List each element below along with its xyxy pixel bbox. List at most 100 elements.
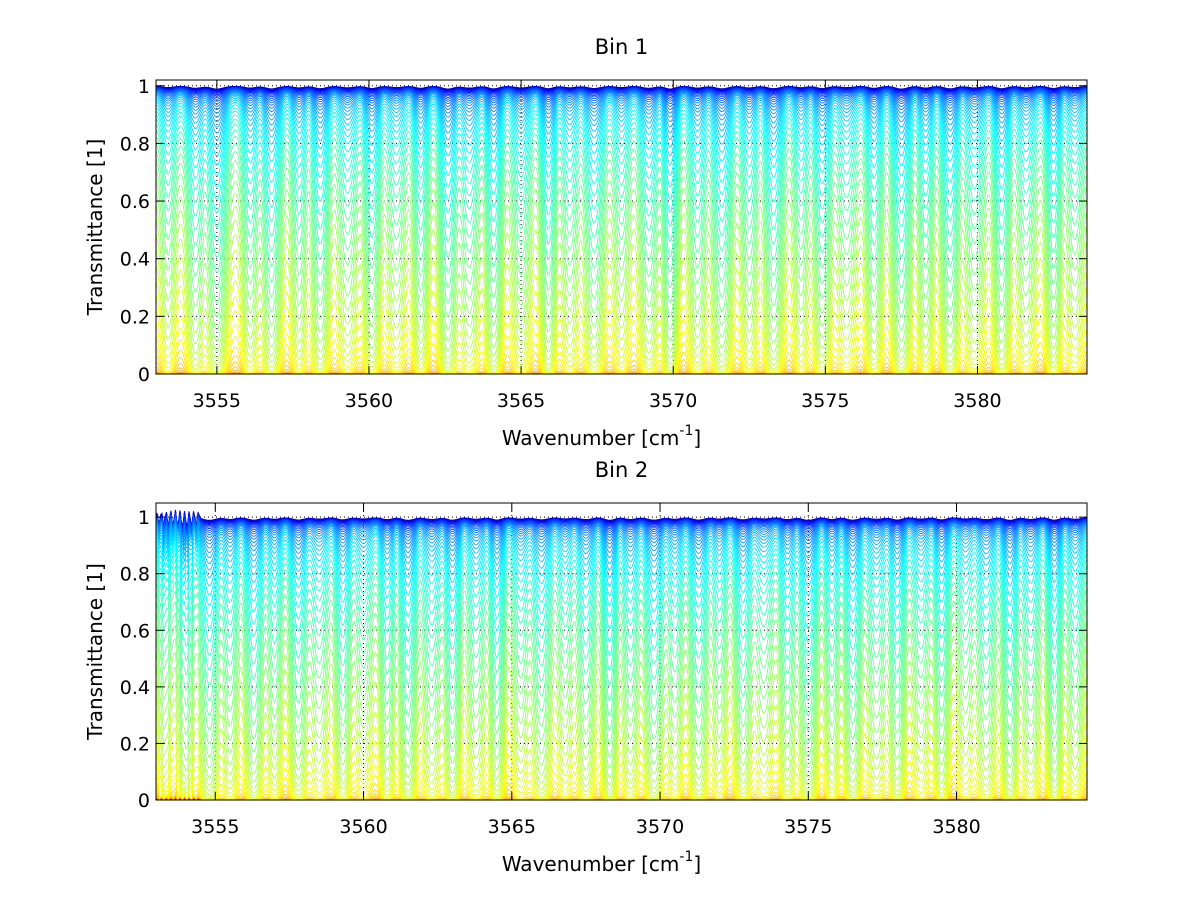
series-line-22 xyxy=(156,99,1087,148)
y-tick-label: 0.8 xyxy=(120,133,150,155)
x-tick-label: 3580 xyxy=(932,816,980,838)
series-line-43 xyxy=(156,718,1087,799)
series-line-37 xyxy=(156,192,1087,342)
series-line-24 xyxy=(156,535,1087,597)
series-line-44 xyxy=(156,295,1087,374)
series-line-42 xyxy=(156,264,1087,372)
series-line-47 xyxy=(156,335,1087,374)
series-line-19 xyxy=(156,524,1087,559)
y-tick-label: 1 xyxy=(138,76,150,98)
series-line-30 xyxy=(156,129,1087,243)
series-line-28 xyxy=(156,119,1087,214)
series-line-37 xyxy=(156,630,1087,770)
series-line-26 xyxy=(156,543,1087,618)
series-line-35 xyxy=(156,607,1087,746)
series-line-16 xyxy=(156,519,1087,545)
series-line-24 xyxy=(156,104,1087,166)
y-tick-label: 0 xyxy=(138,790,150,812)
series-line-25 xyxy=(156,539,1087,607)
series-line-41 xyxy=(156,688,1087,795)
series-line-36 xyxy=(156,180,1087,331)
series-line-25 xyxy=(156,107,1087,177)
x-tick-label: 3580 xyxy=(953,390,1001,412)
series-line-9 xyxy=(156,512,1087,532)
series-line-34 xyxy=(156,596,1087,732)
series-line-17 xyxy=(156,92,1087,118)
y-tick-label: 0.2 xyxy=(120,733,150,755)
series-line-36 xyxy=(156,618,1087,759)
series-line-35 xyxy=(156,169,1087,318)
series-line-26 xyxy=(156,110,1087,188)
series-line-12 xyxy=(156,515,1087,535)
series-line-21 xyxy=(156,527,1087,572)
series-line-39 xyxy=(156,219,1087,359)
series-line-38 xyxy=(156,644,1087,779)
chart-title: Bin 2 xyxy=(595,458,649,482)
series-line-15 xyxy=(156,90,1087,110)
x-axis-label: Wavenumber [cm-1] xyxy=(502,849,701,876)
y-tick-label: 0.8 xyxy=(120,564,150,586)
series-line-32 xyxy=(156,578,1087,703)
subplot-1: 3555 3560 3565 3570 3575 3580 0 0.2 0.4 0.6 0.8 1 Bi… xyxy=(83,35,1088,450)
series-line-41 xyxy=(156,249,1087,369)
series-line-11 xyxy=(156,88,1087,100)
x-tick-label: 3570 xyxy=(636,816,684,838)
y-tick-label: 0 xyxy=(138,364,150,386)
series-line-28 xyxy=(156,552,1087,644)
series-line-46 xyxy=(156,759,1087,800)
series-line-47 xyxy=(156,769,1087,800)
series-line-20 xyxy=(156,96,1087,134)
x-tick-label: 3555 xyxy=(193,390,241,412)
y-tick-label: 0.6 xyxy=(120,191,150,213)
series-line-46 xyxy=(156,323,1087,374)
series-line-14 xyxy=(156,516,1087,539)
series-line-32 xyxy=(156,143,1087,274)
series-line-39 xyxy=(156,658,1087,786)
series-line-19 xyxy=(156,94,1087,128)
series-line-43 xyxy=(156,280,1087,373)
y-tick-label: 0.4 xyxy=(120,677,150,699)
x-tick-label: 3555 xyxy=(191,816,239,838)
series-group xyxy=(156,509,1087,800)
series-line-12 xyxy=(156,88,1087,102)
y-axis-label: Transmittance [1] xyxy=(83,139,107,317)
y-tick-label: 0.2 xyxy=(120,306,150,328)
series-line-8 xyxy=(156,87,1087,95)
series-line-38 xyxy=(156,205,1087,352)
series-line-30 xyxy=(156,564,1087,672)
series-line-23 xyxy=(156,532,1087,587)
series-line-10 xyxy=(156,513,1087,533)
series-line-18 xyxy=(156,93,1087,123)
series-line-16 xyxy=(156,91,1087,114)
y-tick-label: 1 xyxy=(138,507,150,529)
series-line-21 xyxy=(156,97,1087,141)
axes-box xyxy=(155,79,1088,375)
series-line-49 xyxy=(156,785,1087,800)
x-axis-label: Wavenumber [cm-1] xyxy=(502,423,701,450)
series-line-44 xyxy=(156,733,1087,800)
series-line-23 xyxy=(156,102,1087,157)
series-line-40 xyxy=(156,672,1087,792)
series-line-48 xyxy=(156,778,1087,800)
series-line-33 xyxy=(156,587,1087,718)
subplot-2: 3555 3560 3565 3570 3575 3580 0 0.2 0.4 0.6 0.8 1 Bi… xyxy=(83,458,1088,876)
series-line-40 xyxy=(156,234,1087,365)
x-tick-label: 3560 xyxy=(339,816,387,838)
series-line-42 xyxy=(156,703,1087,798)
x-tick-label: 3570 xyxy=(649,390,697,412)
series-group xyxy=(156,85,1087,374)
series-line-34 xyxy=(156,160,1087,304)
series-line-10 xyxy=(156,87,1087,98)
series-line-27 xyxy=(156,114,1087,200)
x-tick-label: 3575 xyxy=(801,390,849,412)
series-line-50 xyxy=(156,791,1087,800)
x-tick-label: 3575 xyxy=(784,816,832,838)
x-tick-label: 3565 xyxy=(488,816,536,838)
chart-title: Bin 1 xyxy=(595,35,649,59)
series-line-29 xyxy=(156,123,1087,228)
x-tick-label: 3565 xyxy=(497,390,545,412)
series-line-29 xyxy=(156,558,1087,658)
axes-box xyxy=(155,502,1088,801)
series-line-13 xyxy=(156,89,1087,105)
